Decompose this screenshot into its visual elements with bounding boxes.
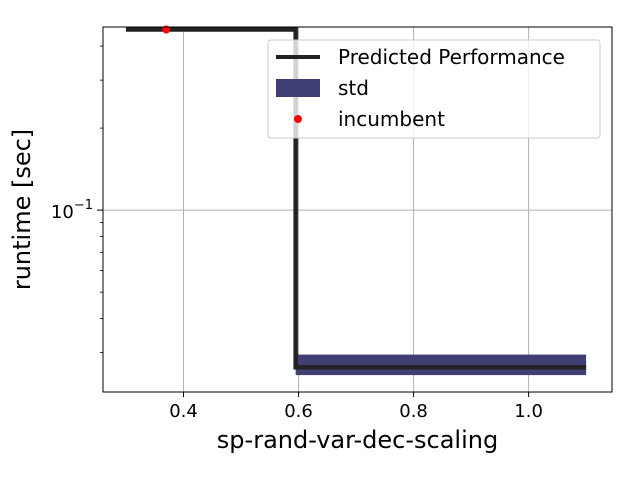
legend: Predicted Performance std incumbent (267, 39, 601, 139)
legend-swatch-std (276, 79, 320, 97)
std-band (295, 354, 587, 376)
predicted-performance-line (126, 27, 587, 370)
std-band-layer (295, 354, 587, 376)
x-axis-label: sp-rand-var-dec-scaling (217, 426, 498, 454)
legend-label-predicted-performance: Predicted Performance (338, 45, 565, 69)
legend-label-incumbent: incumbent (338, 107, 445, 131)
x-tick-label: 0.4 (169, 401, 198, 422)
x-tick-label: 1.0 (514, 401, 543, 422)
x-tick-label: 0.6 (284, 401, 313, 422)
incumbent-layer (162, 25, 171, 34)
legend-swatch-incumbent (294, 115, 302, 123)
y-tick-label: 10−1 (51, 198, 93, 223)
plot-frame (102, 26, 613, 393)
legend-label-std: std (338, 76, 369, 100)
legend-box (267, 39, 601, 139)
x-tick-label: 0.8 (399, 401, 428, 422)
tick-layer: 0.4 0.6 0.8 1.0 10−1 (51, 45, 543, 422)
incumbent-point (162, 25, 171, 34)
y-axis-label: runtime [sec] (8, 129, 36, 290)
line-layer (126, 27, 587, 370)
